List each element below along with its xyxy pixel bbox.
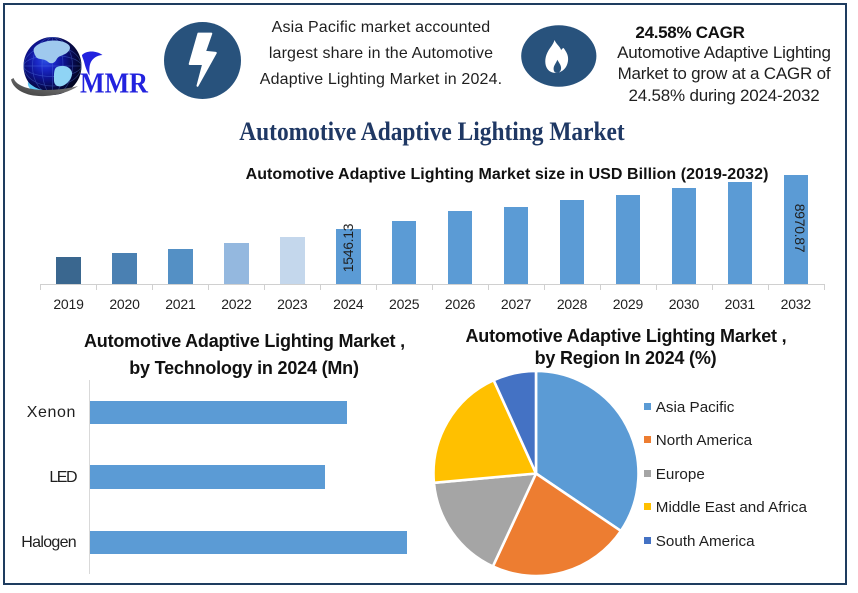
svg-text:MMR: MMR [80, 68, 148, 99]
